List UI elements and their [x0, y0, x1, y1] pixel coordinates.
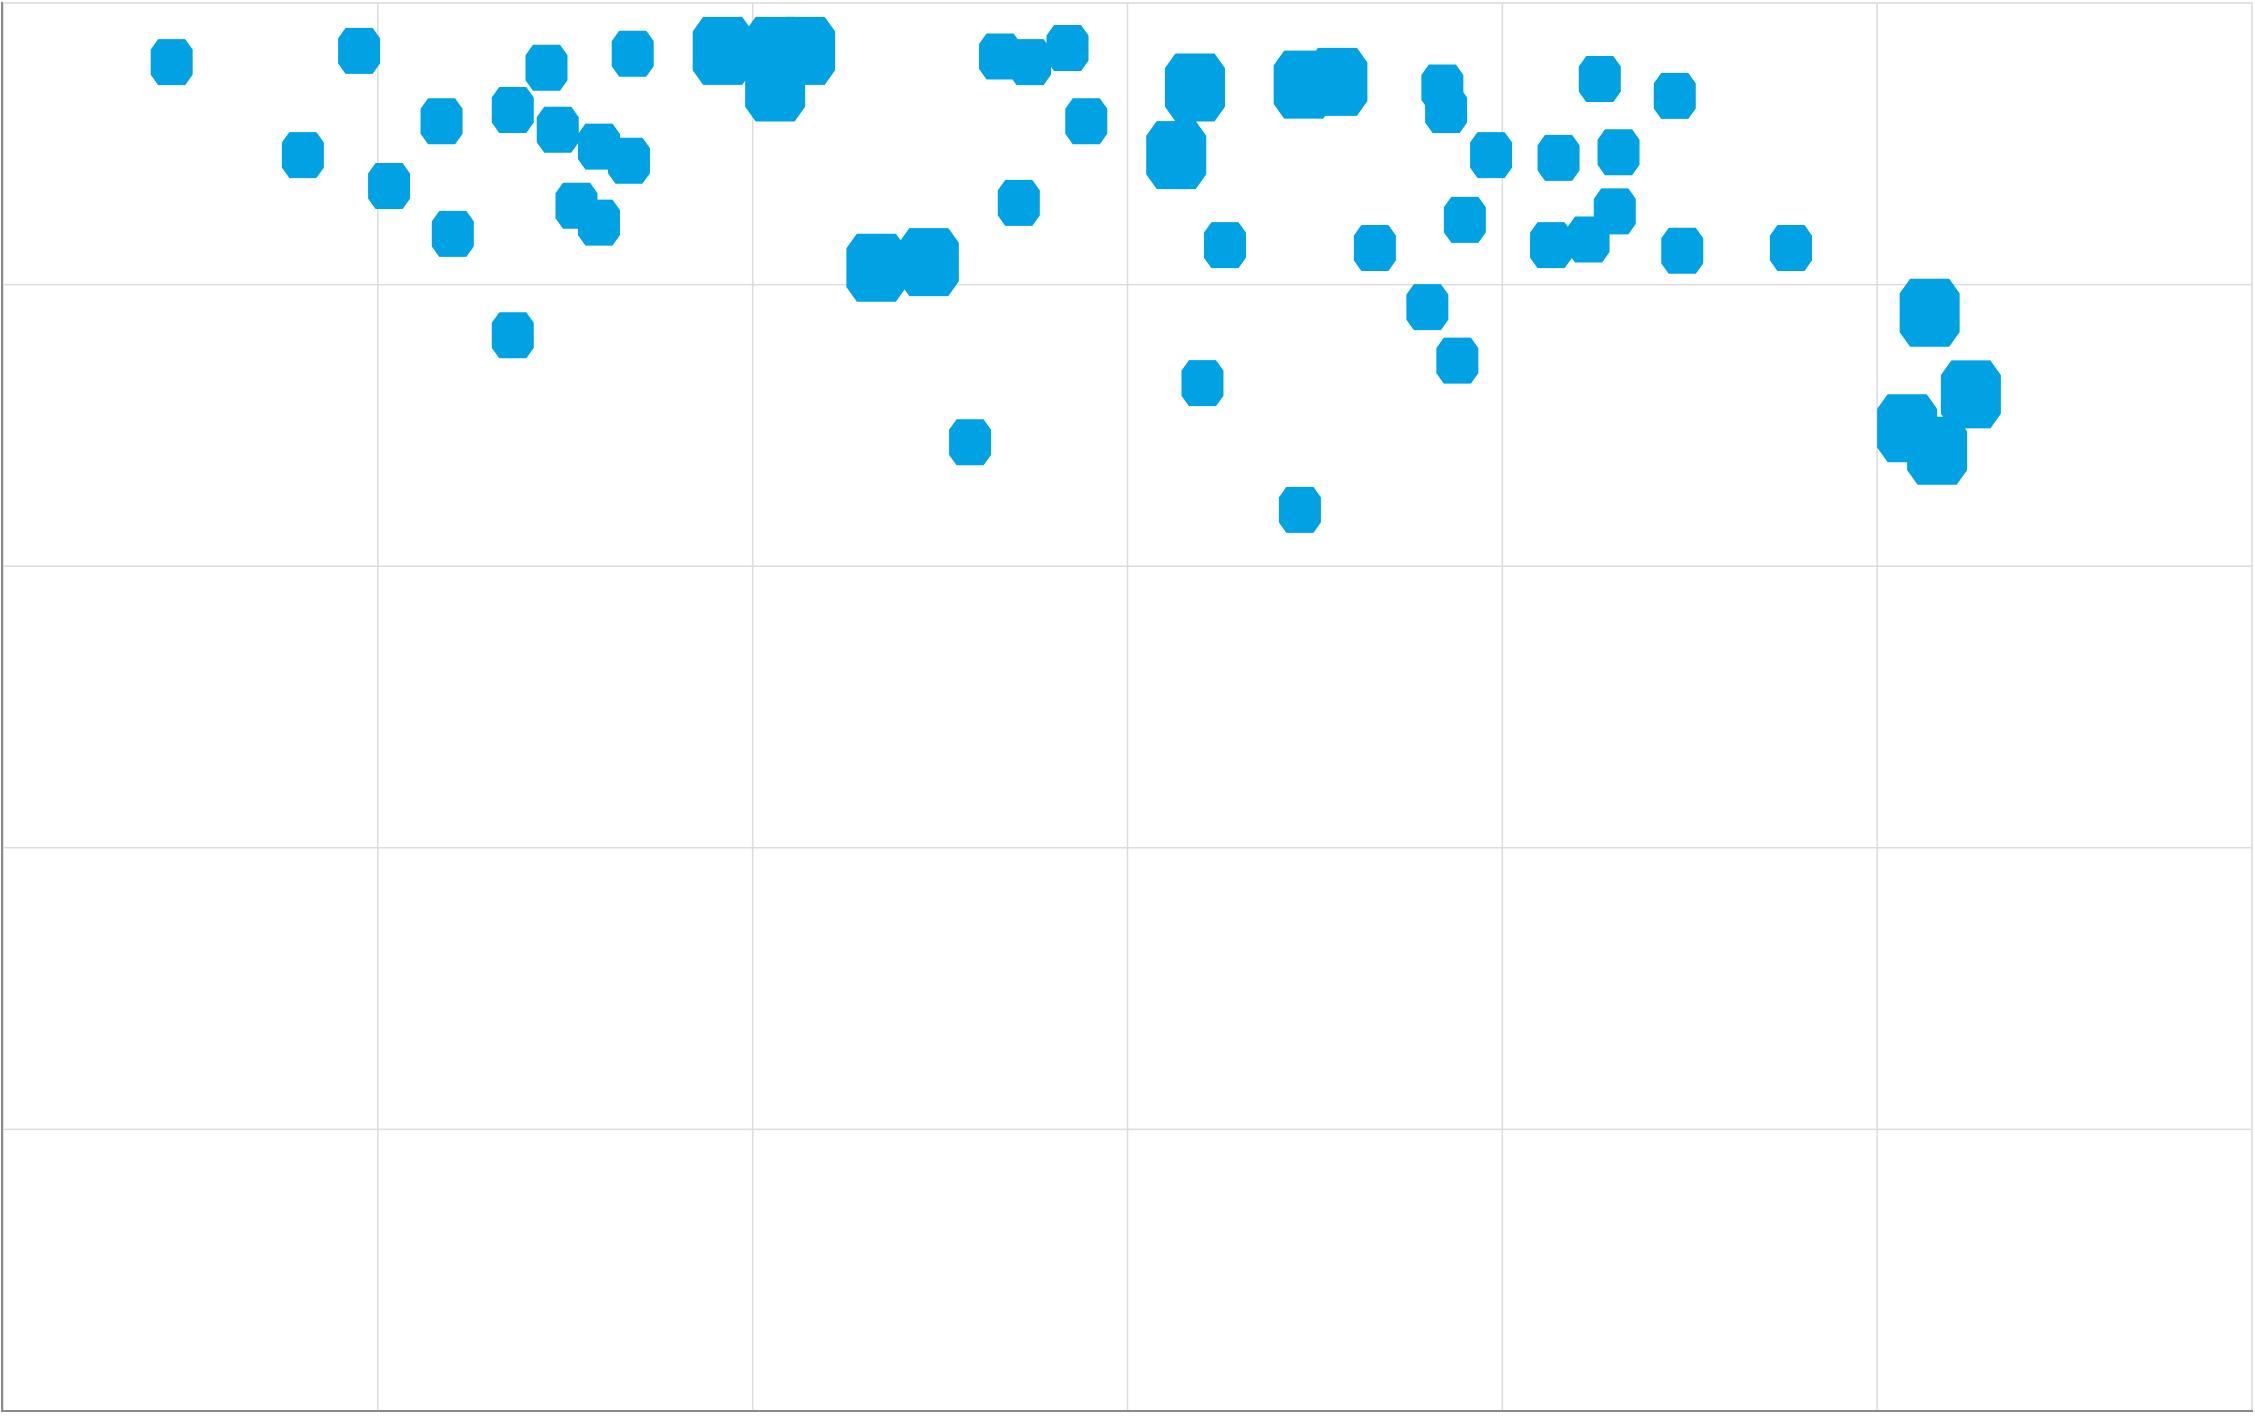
data-point: [1593, 188, 1636, 235]
data-point: [607, 137, 650, 184]
data-point: [577, 199, 620, 246]
data-point: [368, 163, 411, 210]
data-point: [1278, 486, 1321, 533]
data-point: [1046, 25, 1089, 72]
data-point: [491, 87, 534, 134]
data-point: [1470, 132, 1513, 179]
data-point: [1537, 134, 1580, 181]
data-point: [1406, 284, 1449, 331]
data-point: [1899, 278, 1960, 347]
data-point: [1443, 196, 1486, 243]
data-point: [997, 179, 1040, 226]
data-point: [1940, 360, 2001, 429]
data-point: [1181, 360, 1224, 407]
data-point: [1436, 337, 1479, 384]
data-points: [150, 16, 2001, 533]
data-point: [949, 419, 992, 466]
data-point: [1065, 98, 1108, 145]
data-point: [525, 44, 568, 91]
data-point: [1907, 416, 1968, 485]
data-point: [338, 27, 381, 74]
data-point: [898, 228, 959, 297]
data-point: [1530, 222, 1573, 269]
data-point: [1164, 53, 1225, 122]
data-point: [1203, 222, 1246, 269]
data-point: [1307, 47, 1368, 116]
data-point: [491, 312, 534, 359]
data-point: [1146, 121, 1207, 190]
data-point: [1353, 224, 1396, 271]
data-point: [150, 39, 193, 86]
data-point: [745, 53, 806, 122]
data-point: [431, 210, 474, 257]
data-point: [611, 30, 654, 77]
data-point: [846, 233, 907, 302]
data-point: [1009, 39, 1052, 86]
data-point: [1769, 224, 1812, 271]
data-point: [1578, 56, 1621, 103]
data-point: [1597, 129, 1640, 176]
data-point: [1653, 72, 1696, 119]
data-point: [420, 98, 463, 145]
data-point: [692, 16, 753, 85]
data-point: [1661, 227, 1704, 274]
data-point: [281, 132, 324, 179]
data-point: [1425, 87, 1468, 134]
data-point: [536, 106, 579, 153]
